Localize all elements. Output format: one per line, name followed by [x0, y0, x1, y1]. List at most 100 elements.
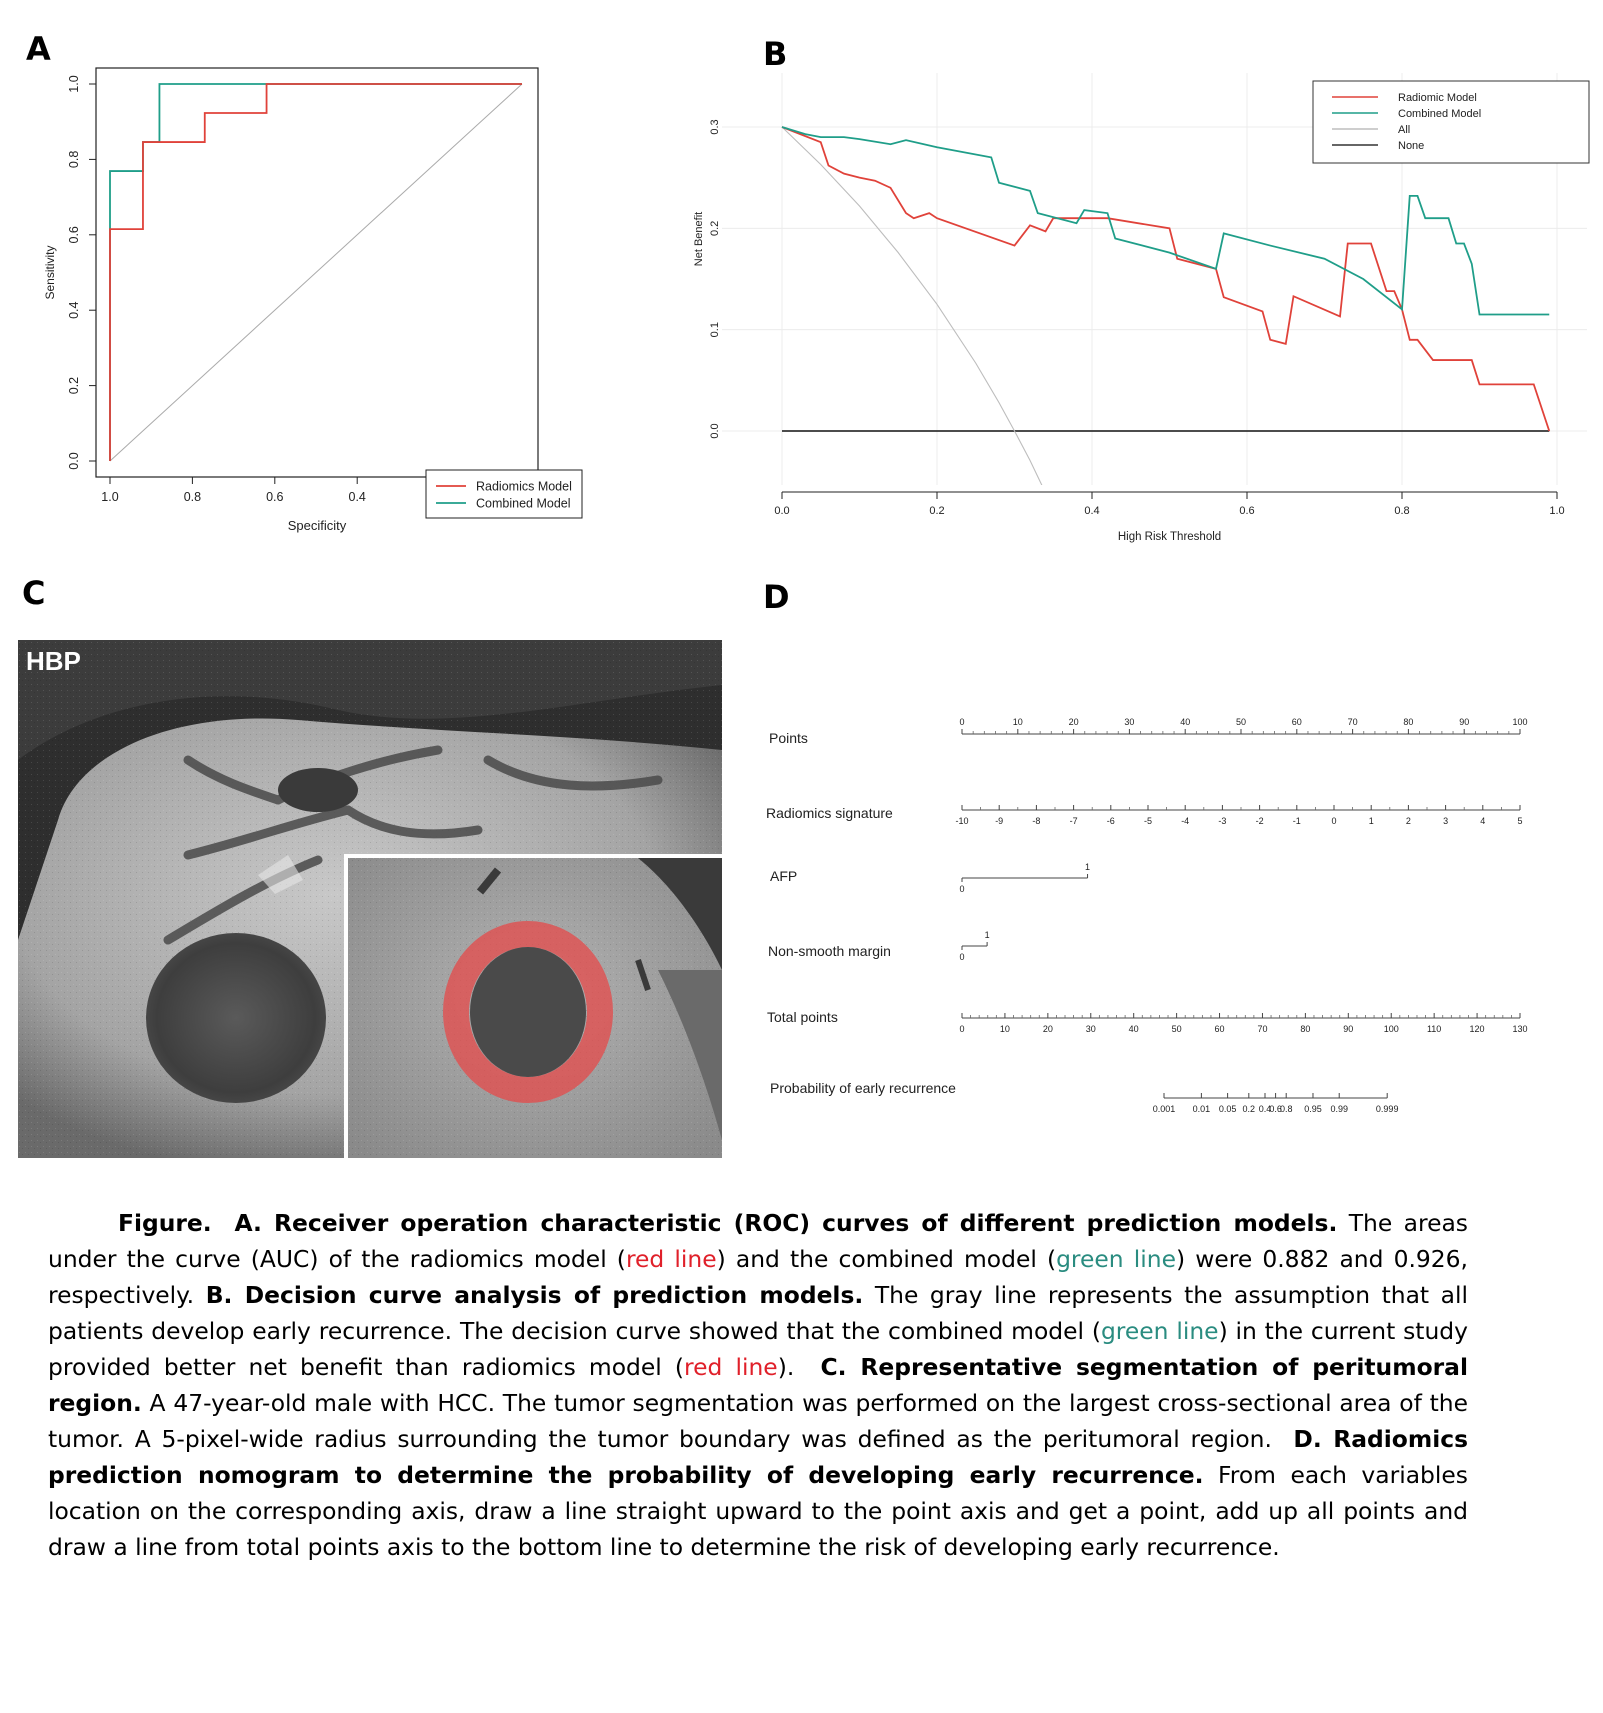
nomogram-tick-label: 40 — [1129, 1024, 1139, 1034]
dca-legend-label: Radiomic Model — [1398, 92, 1477, 104]
nomogram-tick-label: 0.6 — [1269, 1104, 1282, 1114]
nomogram-tick-label: 90 — [1343, 1024, 1353, 1034]
nomogram-row-probability-of-early-recurrence: Probability of early recurrence 0.001 0.01… — [770, 1080, 1398, 1114]
nomogram-tick-label: 60 — [1215, 1024, 1225, 1034]
hbp-label: HBP — [26, 646, 81, 676]
nomogram-row-label: Radiomics signature — [766, 805, 893, 821]
nomogram-tick-label: 1 — [1085, 862, 1090, 872]
dca-series-radiomic-model — [781, 126, 1551, 432]
nomogram-tick-label: -3 — [1218, 816, 1226, 826]
roc-legend: Radiomics Model Combined Model — [425, 469, 583, 519]
nomogram-tick-label: 20 — [1069, 717, 1079, 727]
roc-reference-diagonal — [109, 83, 523, 462]
nomogram-tick-label: 120 — [1470, 1024, 1485, 1034]
panel-label-c: C — [22, 574, 46, 612]
caption-d-text: From each variables location on the corr… — [48, 1461, 1468, 1561]
nomogram-tick-label: -10 — [955, 816, 968, 826]
panel-label-d: D — [763, 578, 790, 616]
nomogram-tick-label: -7 — [1070, 816, 1078, 826]
roc-x-tick-label: 0.8 — [184, 490, 201, 504]
dca-x-tick-label: 0.8 — [1394, 505, 1409, 517]
caption-b-text-1: The gray line represents the assumption … — [48, 1281, 1468, 1345]
nomogram-tick-label: 30 — [1086, 1024, 1096, 1034]
nomogram-tick-label: 0.05 — [1219, 1104, 1237, 1114]
nomogram-tick-label: 110 — [1427, 1024, 1441, 1034]
caption-a-text-3: ) were 0.882 and 0.926, respectively. — [48, 1245, 1468, 1309]
dca-legend-box — [1312, 80, 1590, 164]
caption-a-heading: A. Receiver operation characteristic (RO… — [234, 1209, 1338, 1237]
caption-green-line: green line — [1056, 1245, 1176, 1273]
decision-curve-chart: 0.0 0.2 0.4 0.6 0.8 1.0 0.0 0.1 0.2 0.3 High Risk … — [693, 73, 1590, 543]
caption-a-text-2: ) and the combined model ( — [716, 1245, 1057, 1273]
dca-x-tick-label: 0.2 — [929, 505, 944, 517]
roc-series-radiomics-model — [109, 83, 522, 461]
dca-x-tick-label: 0.0 — [774, 505, 789, 517]
nomogram-row-radiomics-signature: Radiomics signature -10 -9 -8 -7 -6 -5 -4 -3 -2 -1… — [766, 805, 1523, 826]
nomogram-tick-label: 100 — [1512, 717, 1527, 727]
caption-c-heading: C. Representative segmentation of peritu… — [48, 1353, 1468, 1417]
caption-green-line-2: green line — [1100, 1317, 1219, 1345]
dca-y-tick-label: 0.3 — [709, 119, 721, 134]
mri-image-panel: HBP — [18, 640, 722, 1158]
caption-b-text-2: ) in the current study provided better n… — [48, 1317, 1468, 1381]
nomogram-tick-label: 0.001 — [1153, 1104, 1176, 1114]
nomogram-tick-label: 4 — [1480, 816, 1485, 826]
roc-x-tick-label: 0.6 — [266, 490, 283, 504]
caption-a-text-1: The areas under the curve (AUC) of the r… — [48, 1209, 1468, 1273]
nomogram-tick-label: 2 — [1406, 816, 1411, 826]
roc-x-tick-label: 1.0 — [101, 490, 118, 504]
nomogram-tick-label: 0.4 — [1259, 1104, 1272, 1114]
nomogram-tick-label: 1 — [985, 930, 990, 940]
roc-y-tick-label: 0.6 — [67, 226, 81, 243]
roc-x-tick-label: 0.4 — [349, 490, 366, 504]
nomogram-row-total-points: Total points 0 10 20 30 40 50 60 70 80 90 100 110 120… — [767, 1009, 1528, 1034]
dca-series-combined-model — [781, 126, 1550, 316]
nomogram-tick-label: -8 — [1032, 816, 1040, 826]
nomogram-tick-label: 0 — [959, 717, 964, 727]
nomogram-tick-label: 80 — [1300, 1024, 1310, 1034]
nomogram-tick-label: 0.8 — [1280, 1104, 1293, 1114]
nomogram-tick-label: 50 — [1236, 717, 1246, 727]
nomogram-tick-label: 0.01 — [1193, 1104, 1211, 1114]
nomogram-tick-label: -1 — [1293, 816, 1301, 826]
roc-y-axis-label: Sensitivity — [43, 245, 57, 299]
dca-y-tick-label: 0.1 — [709, 322, 721, 337]
caption-figure-label: Figure. — [118, 1209, 212, 1237]
dca-legend-label: All — [1398, 124, 1410, 136]
dca-legend-label: None — [1398, 140, 1424, 152]
dca-x-tick-label: 0.6 — [1239, 505, 1254, 517]
nomogram-tick-label: 10 — [1000, 1024, 1010, 1034]
nomogram-tick-label: 30 — [1124, 717, 1134, 727]
nomogram-row-non-smooth-margin: Non-smooth margin 0 1 — [768, 930, 990, 962]
nomogram-row-label: Non-smooth margin — [768, 943, 891, 959]
roc-plot-frame — [95, 67, 539, 478]
nomogram-row-afp: AFP 0 1 — [770, 862, 1090, 894]
nomogram-row-label: Points — [769, 730, 808, 746]
caption-red-line-2: red line — [684, 1353, 778, 1381]
nomogram-tick-label: -5 — [1144, 816, 1152, 826]
nomogram-tick-label: -9 — [995, 816, 1003, 826]
nomogram-tick-label: 40 — [1180, 717, 1190, 727]
nomogram-tick-label: 20 — [1043, 1024, 1053, 1034]
nomogram-tick-label: 50 — [1172, 1024, 1182, 1034]
nomogram-tick-label: 0.999 — [1376, 1104, 1399, 1114]
roc-legend-box — [425, 469, 583, 519]
nomogram-tick-label: -6 — [1107, 816, 1115, 826]
nomogram-tick-label: 100 — [1384, 1024, 1399, 1034]
caption-d-heading: D. Radiomics prediction nomogram to dete… — [48, 1425, 1468, 1489]
caption-b-text-3: ). — [777, 1353, 795, 1381]
nomogram-tick-label: 5 — [1517, 816, 1522, 826]
roc-x-axis-label: Specificity — [288, 518, 347, 533]
nomogram-row-label: AFP — [770, 868, 797, 884]
nomogram-tick-label: 0 — [1331, 816, 1336, 826]
roc-y-tick-label: 1.0 — [67, 75, 81, 92]
nomogram-tick-label: 90 — [1459, 717, 1469, 727]
roc-legend-label: Radiomics Model — [476, 480, 572, 494]
nomogram-row-label: Probability of early recurrence — [770, 1080, 956, 1096]
nomogram-tick-label: 0.95 — [1304, 1104, 1322, 1114]
roc-chart: 1.00.80.60.40.20.00.00.20.40.60.81.0Spec… — [43, 67, 583, 533]
nomogram-tick-label: 80 — [1403, 717, 1413, 727]
liver-mri-image: HBP — [18, 640, 722, 1158]
dca-x-axis-label: High Risk Threshold — [1118, 531, 1221, 543]
nomogram-tick-label: 0.99 — [1330, 1104, 1348, 1114]
